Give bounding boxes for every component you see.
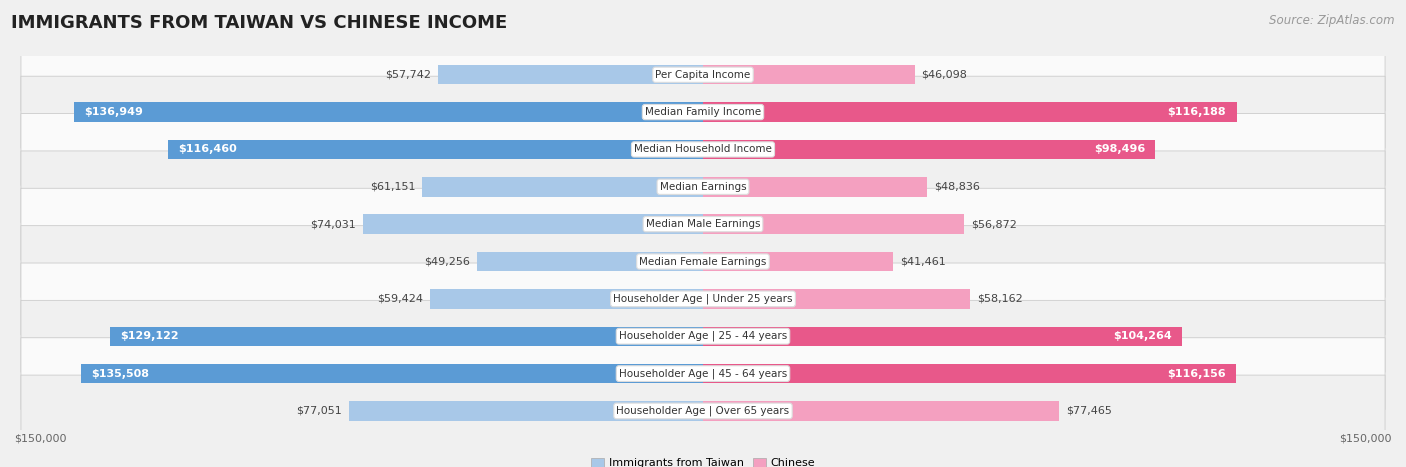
Bar [703, 252, 893, 271]
Text: $41,461: $41,461 [900, 256, 946, 267]
FancyBboxPatch shape [21, 226, 1385, 297]
Bar [363, 214, 703, 234]
FancyBboxPatch shape [21, 338, 1385, 410]
Text: $98,496: $98,496 [1094, 144, 1144, 155]
Text: $59,424: $59,424 [377, 294, 423, 304]
Bar [703, 214, 965, 234]
Bar [703, 140, 1156, 159]
Text: $150,000: $150,000 [14, 433, 66, 443]
Legend: Immigrants from Taiwan, Chinese: Immigrants from Taiwan, Chinese [586, 453, 820, 467]
Bar [703, 326, 1182, 346]
Text: Median Family Income: Median Family Income [645, 107, 761, 117]
Text: Median Female Earnings: Median Female Earnings [640, 256, 766, 267]
Text: Householder Age | Under 25 years: Householder Age | Under 25 years [613, 294, 793, 304]
Text: $74,031: $74,031 [311, 219, 356, 229]
Bar [703, 289, 970, 309]
Bar [477, 252, 703, 271]
Text: Source: ZipAtlas.com: Source: ZipAtlas.com [1270, 14, 1395, 27]
Bar [703, 177, 928, 197]
Bar [437, 65, 703, 85]
Text: Householder Age | 45 - 64 years: Householder Age | 45 - 64 years [619, 368, 787, 379]
Text: $150,000: $150,000 [1340, 433, 1392, 443]
Text: $116,460: $116,460 [179, 144, 238, 155]
Text: $61,151: $61,151 [370, 182, 415, 192]
Bar [703, 102, 1237, 122]
Text: $58,162: $58,162 [977, 294, 1022, 304]
Bar [430, 289, 703, 309]
Text: $46,098: $46,098 [921, 70, 967, 80]
Text: $56,872: $56,872 [972, 219, 1017, 229]
Bar [703, 401, 1059, 421]
FancyBboxPatch shape [21, 300, 1385, 372]
Bar [169, 140, 703, 159]
FancyBboxPatch shape [21, 375, 1385, 447]
Text: $57,742: $57,742 [385, 70, 430, 80]
Text: IMMIGRANTS FROM TAIWAN VS CHINESE INCOME: IMMIGRANTS FROM TAIWAN VS CHINESE INCOME [11, 14, 508, 32]
Text: $135,508: $135,508 [91, 368, 149, 379]
Text: Median Household Income: Median Household Income [634, 144, 772, 155]
FancyBboxPatch shape [21, 188, 1385, 260]
Text: $77,051: $77,051 [297, 406, 342, 416]
Text: Per Capita Income: Per Capita Income [655, 70, 751, 80]
Text: $116,188: $116,188 [1168, 107, 1226, 117]
FancyBboxPatch shape [21, 76, 1385, 148]
Bar [75, 102, 703, 122]
Bar [422, 177, 703, 197]
Bar [349, 401, 703, 421]
Text: $129,122: $129,122 [121, 331, 179, 341]
Bar [703, 364, 1236, 383]
Text: $49,256: $49,256 [425, 256, 470, 267]
Text: $104,264: $104,264 [1112, 331, 1171, 341]
Text: Median Earnings: Median Earnings [659, 182, 747, 192]
Text: $136,949: $136,949 [84, 107, 143, 117]
FancyBboxPatch shape [21, 113, 1385, 185]
Text: $77,465: $77,465 [1066, 406, 1112, 416]
Text: Median Male Earnings: Median Male Earnings [645, 219, 761, 229]
Text: $116,156: $116,156 [1167, 368, 1226, 379]
Text: Householder Age | 25 - 44 years: Householder Age | 25 - 44 years [619, 331, 787, 341]
Text: $48,836: $48,836 [934, 182, 980, 192]
Bar [110, 326, 703, 346]
FancyBboxPatch shape [21, 151, 1385, 223]
FancyBboxPatch shape [21, 39, 1385, 111]
Text: Householder Age | Over 65 years: Householder Age | Over 65 years [616, 406, 790, 416]
Bar [80, 364, 703, 383]
Bar [703, 65, 915, 85]
FancyBboxPatch shape [21, 263, 1385, 335]
